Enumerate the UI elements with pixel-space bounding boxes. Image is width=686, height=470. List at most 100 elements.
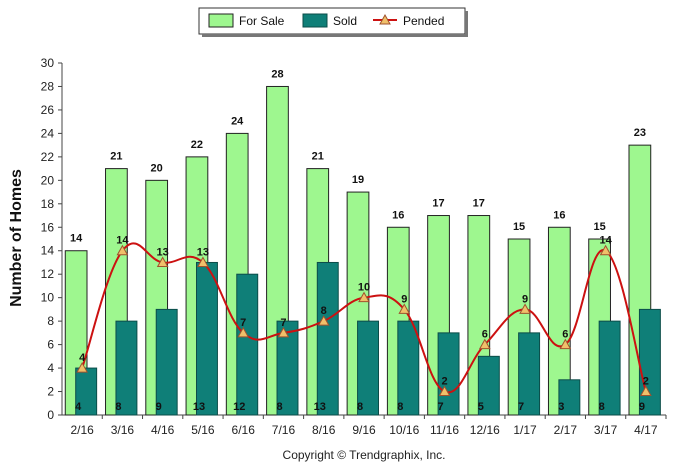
data-label-for-sale: 15 [513,221,525,233]
data-label-pended: 4 [79,352,86,364]
data-label-pended: 13 [157,246,169,258]
marker-pended [156,256,169,267]
legend-label-sold: Sold [333,14,357,28]
legend: For Sale Sold Pended [198,7,468,37]
bar-sold [518,332,541,416]
legend-label-for-sale: For Sale [239,14,285,28]
legend-label-pended: Pended [403,14,444,28]
data-label-pended: 6 [482,329,488,341]
data-label-for-sale: 23 [634,127,646,139]
data-label-pended: 2 [441,376,447,388]
legend-shadow-right [465,11,468,37]
bar-sold [357,320,380,416]
x-tick-label: 10/16 [389,423,419,437]
x-tick-label: 12/16 [470,423,500,437]
y-tick-label: 30 [41,56,55,70]
y-tick-label: 6 [47,338,54,352]
y-tick-label: 10 [41,291,55,305]
legend-swatch-sold [302,13,328,28]
y-tick-label: 20 [41,173,55,187]
bar-sold [115,320,138,416]
bar-sold [155,308,178,416]
data-label-for-sale: 19 [352,174,364,186]
y-tick-label: 8 [47,314,54,328]
y-tick-label: 24 [41,126,55,140]
x-tick-label: 2/17 [554,423,578,437]
marker-pended [116,244,129,256]
data-label-for-sale: 17 [432,198,444,210]
data-label-for-sale: 16 [392,209,404,221]
data-label-for-sale: 21 [110,151,122,163]
bar-sold [75,367,98,416]
data-label-pended: 13 [197,246,209,258]
legend-shadow-bottom [202,34,468,37]
data-label-for-sale: 15 [593,221,605,233]
y-tick-label: 16 [41,220,55,234]
data-label-for-sale: 22 [191,139,203,151]
data-label-for-sale: 14 [70,233,83,245]
data-label-sold: 9 [639,401,645,413]
bar-sold [316,261,339,416]
y-tick-label: 0 [47,408,54,422]
data-label-for-sale: 28 [271,68,283,80]
bar-sold [236,273,259,416]
data-label-pended: 10 [358,282,370,294]
marker-pended [317,315,330,326]
x-tick-label: 9/16 [352,423,376,437]
data-label-for-sale: 20 [151,162,163,174]
bar-sold [598,320,621,416]
data-label-sold: 5 [478,401,484,413]
data-label-pended: 6 [562,329,568,341]
y-tick-label: 12 [41,267,55,281]
y-tick-label: 22 [41,150,55,164]
marker-pended [438,385,451,397]
data-label-for-sale: 21 [312,151,324,163]
y-tick-label: 14 [41,244,55,258]
x-tick-label: 4/16 [151,423,175,437]
marker-pended [358,291,370,303]
legend-swatch-for-sale [208,13,234,28]
y-axis-label: Number of Homes [8,169,25,307]
data-label-pended: 9 [522,293,528,305]
marker-pended [599,244,612,256]
data-label-sold: 12 [233,401,245,413]
x-tick-label: 3/16 [111,423,135,437]
x-tick-label: 4/17 [634,423,658,437]
data-label-pended: 14 [116,235,129,247]
marker-pended [197,256,209,267]
data-label-sold: 13 [314,401,326,413]
x-tick-label: 8/16 [312,423,336,437]
bar-sold [397,320,420,416]
data-label-sold: 8 [397,401,403,413]
data-label-sold: 8 [357,401,363,413]
bar-sold [276,320,299,416]
data-label-pended: 9 [401,293,407,305]
bar-sold [638,308,661,416]
legend-marker-pended [379,13,391,25]
data-label-for-sale: 24 [231,115,244,127]
bar-sold [195,261,218,416]
marker-pended [398,303,411,314]
x-tick-label: 3/17 [594,423,618,437]
marker-pended [640,385,652,397]
marker-pended [76,362,88,373]
data-label-sold: 7 [518,401,524,413]
y-tick-label: 28 [41,79,55,93]
bar-sold [558,379,581,416]
line-pended [81,242,647,394]
data-label-sold: 8 [599,401,605,413]
data-label-pended: 2 [643,376,649,388]
data-label-pended: 8 [321,305,327,317]
y-tick-label: 26 [41,103,55,117]
x-tick-label: 6/16 [232,423,256,437]
data-label-sold: 9 [156,401,162,413]
plot-area: 0246810121416182022242628302/161443/1621… [41,56,667,437]
data-label-sold: 7 [438,401,444,413]
x-tick-label: 1/17 [513,423,537,437]
marker-pended [478,338,491,350]
marker-pended [519,303,531,314]
data-label-pended: 7 [280,317,286,329]
data-label-sold: 4 [75,401,82,413]
marker-pended [237,326,250,338]
